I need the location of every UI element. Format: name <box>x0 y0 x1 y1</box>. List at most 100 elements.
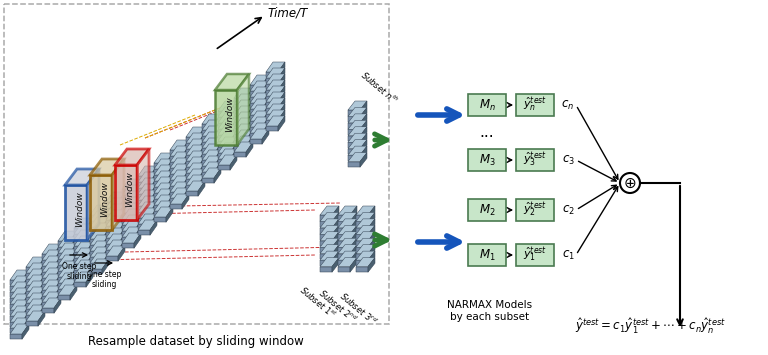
Polygon shape <box>202 136 214 141</box>
Polygon shape <box>26 267 38 272</box>
Polygon shape <box>122 203 141 213</box>
Polygon shape <box>170 194 189 204</box>
Polygon shape <box>182 182 189 197</box>
Polygon shape <box>102 205 109 220</box>
Polygon shape <box>360 127 367 141</box>
Polygon shape <box>350 206 357 221</box>
Polygon shape <box>182 140 189 155</box>
Polygon shape <box>368 206 375 221</box>
Polygon shape <box>154 189 173 199</box>
Polygon shape <box>320 228 332 234</box>
Polygon shape <box>86 254 93 269</box>
Polygon shape <box>90 259 109 269</box>
Polygon shape <box>266 84 278 89</box>
Polygon shape <box>42 268 61 278</box>
Polygon shape <box>266 86 285 96</box>
Polygon shape <box>170 180 182 185</box>
Polygon shape <box>138 200 150 205</box>
Polygon shape <box>338 267 350 272</box>
Polygon shape <box>356 222 368 227</box>
Polygon shape <box>170 170 189 180</box>
Text: $M_n$: $M_n$ <box>478 98 495 113</box>
Polygon shape <box>234 100 253 110</box>
Polygon shape <box>230 131 237 146</box>
Polygon shape <box>166 171 173 186</box>
Text: One step
sliding: One step sliding <box>87 270 121 289</box>
Polygon shape <box>250 127 262 132</box>
Polygon shape <box>218 137 237 147</box>
Polygon shape <box>218 125 237 135</box>
Polygon shape <box>102 241 109 256</box>
Polygon shape <box>186 173 198 178</box>
Polygon shape <box>186 149 198 154</box>
Text: Resample dataset by sliding window: Resample dataset by sliding window <box>88 335 304 348</box>
Polygon shape <box>356 225 375 234</box>
Polygon shape <box>198 127 205 142</box>
Polygon shape <box>138 212 150 217</box>
Polygon shape <box>250 133 262 138</box>
Polygon shape <box>154 187 166 192</box>
Polygon shape <box>250 81 269 91</box>
Polygon shape <box>138 196 157 206</box>
Polygon shape <box>138 178 157 188</box>
Polygon shape <box>90 221 102 226</box>
Polygon shape <box>118 210 125 225</box>
Polygon shape <box>186 175 205 185</box>
Polygon shape <box>234 152 246 157</box>
Polygon shape <box>54 286 61 301</box>
Polygon shape <box>106 220 118 225</box>
Polygon shape <box>215 74 249 90</box>
Polygon shape <box>186 163 205 173</box>
Polygon shape <box>106 238 118 243</box>
Polygon shape <box>338 225 357 234</box>
Polygon shape <box>70 231 77 246</box>
Polygon shape <box>234 118 253 128</box>
Polygon shape <box>262 123 269 138</box>
Polygon shape <box>150 184 157 199</box>
Polygon shape <box>332 206 339 221</box>
Polygon shape <box>74 270 86 275</box>
Polygon shape <box>166 159 173 174</box>
Polygon shape <box>38 281 45 296</box>
Polygon shape <box>154 207 173 217</box>
Polygon shape <box>262 117 269 132</box>
Polygon shape <box>320 238 339 247</box>
Text: $\hat{y}_1^{test}$: $\hat{y}_1^{test}$ <box>523 246 547 264</box>
Polygon shape <box>250 139 262 144</box>
Polygon shape <box>360 101 367 116</box>
Polygon shape <box>122 207 134 212</box>
Polygon shape <box>58 237 77 247</box>
Polygon shape <box>90 159 124 175</box>
Polygon shape <box>202 114 221 124</box>
Polygon shape <box>218 147 230 152</box>
Polygon shape <box>90 175 112 230</box>
Polygon shape <box>138 184 157 194</box>
Polygon shape <box>26 273 38 278</box>
Polygon shape <box>266 62 285 72</box>
Text: Subset $3^{rd}$: Subset $3^{rd}$ <box>337 290 379 328</box>
Polygon shape <box>348 140 367 149</box>
Polygon shape <box>150 166 157 181</box>
Polygon shape <box>230 125 237 140</box>
Polygon shape <box>122 185 141 195</box>
Polygon shape <box>74 282 86 287</box>
Polygon shape <box>170 152 189 162</box>
Polygon shape <box>138 224 150 229</box>
Polygon shape <box>250 87 269 97</box>
Polygon shape <box>278 104 285 119</box>
Polygon shape <box>122 209 141 219</box>
Polygon shape <box>266 126 278 131</box>
Polygon shape <box>74 266 93 276</box>
Polygon shape <box>166 195 173 210</box>
Polygon shape <box>218 129 230 134</box>
Polygon shape <box>22 276 29 291</box>
Polygon shape <box>360 120 367 135</box>
Polygon shape <box>86 230 93 245</box>
Polygon shape <box>150 178 157 193</box>
Polygon shape <box>214 120 221 135</box>
Polygon shape <box>118 240 125 255</box>
Polygon shape <box>234 110 246 115</box>
Polygon shape <box>262 129 269 144</box>
Polygon shape <box>214 168 221 183</box>
Polygon shape <box>170 176 189 186</box>
